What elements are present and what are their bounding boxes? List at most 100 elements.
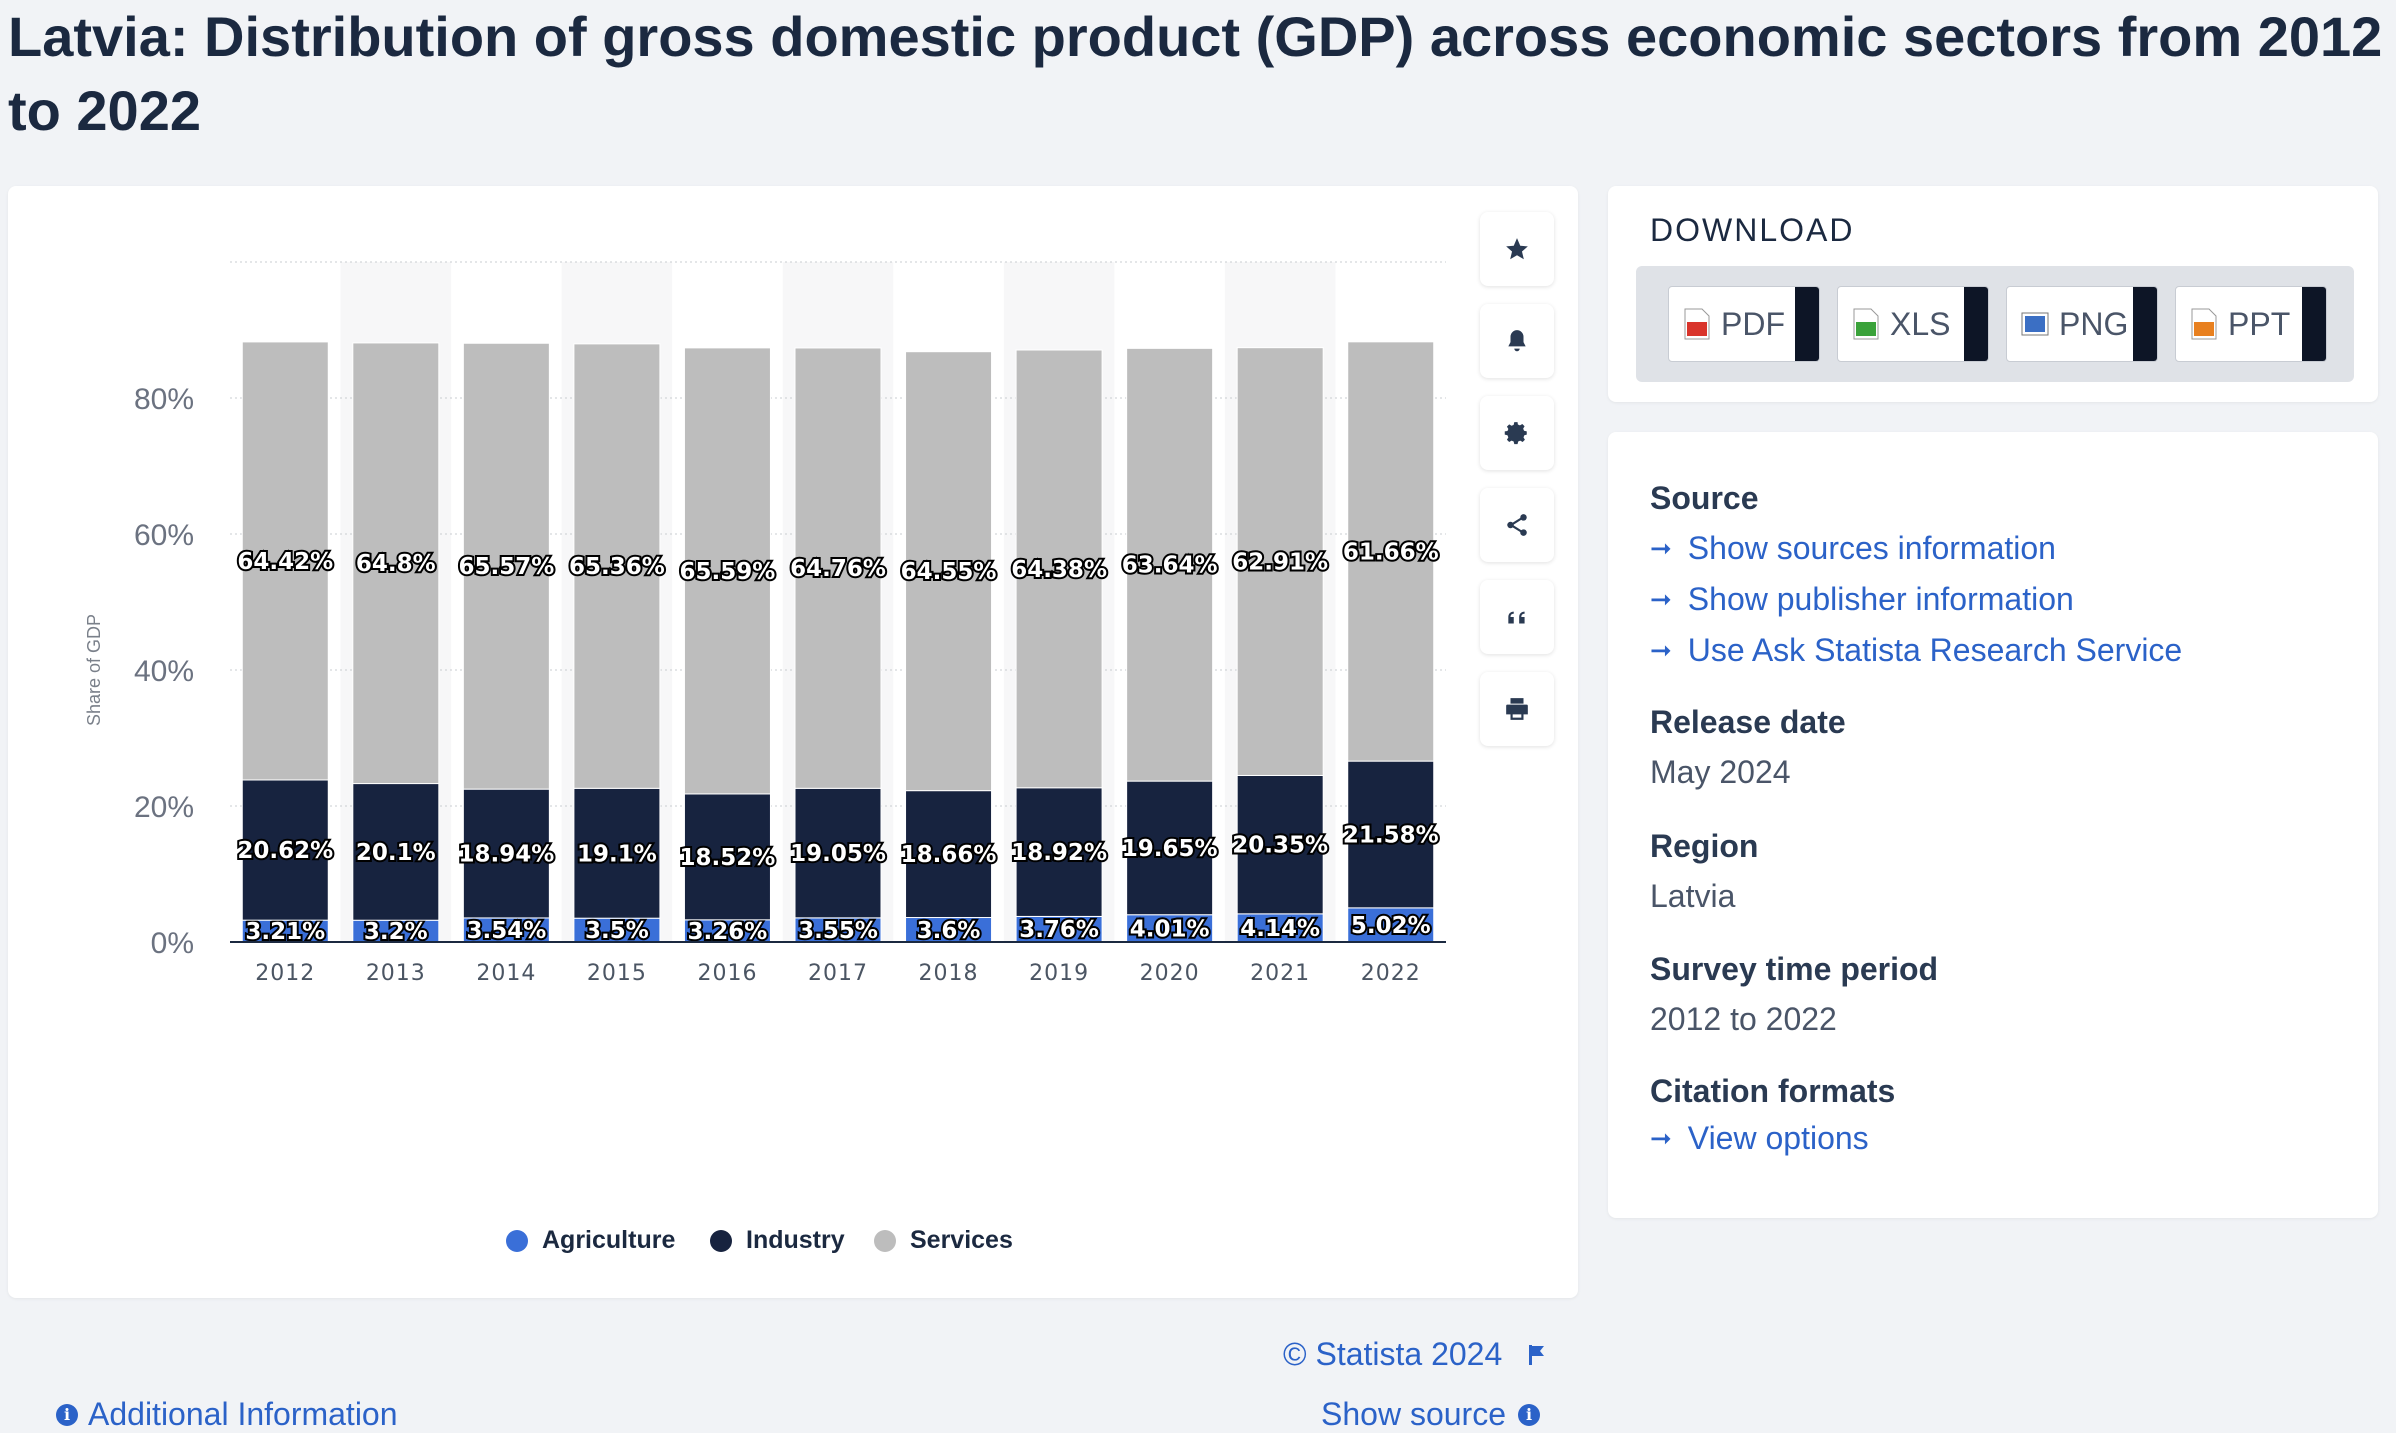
bar-industry bbox=[241, 779, 329, 921]
release-date-heading: Release date bbox=[1650, 704, 1846, 740]
show-sources-label: Show sources information bbox=[1687, 530, 2056, 566]
download-ppt-label: PPT bbox=[2228, 305, 2291, 342]
download-pdf-button[interactable]: PDF bbox=[1668, 286, 1820, 362]
data-label: 61.66% bbox=[1343, 539, 1439, 565]
xls-file-icon bbox=[1853, 308, 1879, 340]
download-pdf-label: PDF bbox=[1721, 305, 1785, 342]
data-label: 62.91% bbox=[1232, 550, 1328, 576]
region-heading: Region bbox=[1650, 828, 1759, 864]
copyright-link[interactable]: © Statista 2024 bbox=[1283, 1336, 1503, 1372]
data-label: 19.1% bbox=[577, 841, 657, 867]
show-publisher-link[interactable]: ➞ Show publisher information bbox=[1650, 581, 2074, 618]
y-axis-title: Share of GDP bbox=[84, 614, 104, 726]
x-tick-label: 2021 bbox=[1250, 961, 1310, 986]
data-label: 65.57% bbox=[458, 554, 554, 580]
chart-legend: Agriculture Industry Services bbox=[8, 1226, 1458, 1256]
favorite-button[interactable] bbox=[1480, 212, 1554, 286]
data-label: 20.1% bbox=[356, 840, 436, 866]
bar-industry bbox=[1347, 760, 1435, 909]
download-card: DOWNLOAD PDF XLS PNG PPT bbox=[1608, 186, 2378, 402]
legend-item-industry[interactable]: Industry bbox=[710, 1226, 845, 1255]
region-value: Latvia bbox=[1650, 878, 1736, 914]
data-label: 64.76% bbox=[790, 556, 886, 582]
arrow-right-icon: ➞ bbox=[1650, 635, 1672, 665]
stacked-bar-chart: 0%20%40%60%80%Share of GDP3.21%20.62%64.… bbox=[84, 261, 1446, 986]
chart-card: 0% 20% 40% 60% 80% Share of GDP 3.21% 20.62% 64.… bbox=[8, 186, 1578, 1432]
data-label: 4.14% bbox=[1240, 916, 1320, 942]
survey-period-heading: Survey time period bbox=[1650, 951, 1939, 987]
data-label: 20.62% bbox=[237, 838, 333, 864]
data-label: 19.05% bbox=[790, 841, 886, 867]
x-tick-label: 2012 bbox=[255, 961, 315, 986]
bar-services bbox=[1347, 341, 1435, 762]
print-button[interactable] bbox=[1480, 672, 1554, 746]
show-source-link[interactable]: Show source i bbox=[1321, 1396, 1540, 1433]
data-label: 18.94% bbox=[458, 842, 554, 868]
show-source-label: Show source bbox=[1321, 1396, 1506, 1432]
data-label: 4.01% bbox=[1130, 916, 1210, 942]
citation-formats-heading: Citation formats bbox=[1650, 1073, 1896, 1109]
share-icon bbox=[1507, 514, 1527, 536]
data-label: 18.66% bbox=[901, 842, 997, 868]
bar-industry bbox=[1015, 787, 1103, 917]
additional-information-label: Additional Information bbox=[88, 1396, 398, 1432]
download-png-button[interactable]: PNG bbox=[2006, 286, 2158, 362]
legend-item-agriculture[interactable]: Agriculture bbox=[506, 1226, 675, 1255]
png-file-icon bbox=[2021, 312, 2049, 336]
ask-statista-link[interactable]: ➞ Use Ask Statista Research Service bbox=[1650, 632, 2182, 669]
bar-industry bbox=[794, 787, 882, 919]
cite-button[interactable] bbox=[1480, 580, 1554, 654]
legend-label-industry: Industry bbox=[746, 1226, 845, 1254]
x-tick-label: 2018 bbox=[919, 961, 979, 986]
download-xls-button[interactable]: XLS bbox=[1837, 286, 1989, 362]
data-label: 18.92% bbox=[1011, 840, 1107, 866]
data-label: 64.55% bbox=[901, 559, 997, 585]
bar-agriculture bbox=[794, 917, 882, 943]
bar-services bbox=[1126, 347, 1214, 782]
y-tick-label: 40% bbox=[134, 655, 194, 688]
additional-information-link[interactable]: i Additional Information bbox=[56, 1396, 398, 1433]
x-tick-label: 2013 bbox=[366, 961, 426, 986]
arrow-right-icon: ➞ bbox=[1650, 584, 1672, 614]
share-button[interactable] bbox=[1480, 488, 1554, 562]
data-label: 63.64% bbox=[1122, 553, 1218, 579]
data-label: 19.65% bbox=[1122, 836, 1218, 862]
x-tick-label: 2014 bbox=[476, 961, 536, 986]
data-label: 65.59% bbox=[680, 559, 776, 585]
info-icon: i bbox=[1517, 1403, 1540, 1426]
survey-period-value: 2012 to 2022 bbox=[1650, 1001, 1837, 1037]
gear-icon bbox=[1504, 422, 1527, 445]
notification-button[interactable] bbox=[1480, 304, 1554, 378]
bar-agriculture bbox=[1126, 914, 1214, 943]
download-buttons: PDF XLS PNG PPT bbox=[1636, 266, 2354, 382]
bar-industry bbox=[1126, 780, 1214, 916]
download-xls-label: XLS bbox=[1890, 305, 1951, 342]
data-label: 20.35% bbox=[1232, 833, 1328, 859]
x-tick-label: 2022 bbox=[1361, 961, 1421, 986]
bar-industry bbox=[462, 788, 550, 919]
quote-icon bbox=[1508, 611, 1525, 624]
source-heading: Source bbox=[1650, 480, 1759, 516]
info-icon: i bbox=[56, 1403, 78, 1426]
y-tick-label: 0% bbox=[151, 927, 194, 960]
legend-item-services[interactable]: Services bbox=[874, 1226, 1013, 1255]
legend-dot-services bbox=[874, 1229, 896, 1252]
bar-industry bbox=[683, 793, 771, 921]
legend-dot-industry bbox=[710, 1229, 732, 1252]
bar-services bbox=[1015, 349, 1103, 789]
view-options-link[interactable]: ➞ View options bbox=[1650, 1120, 1869, 1157]
bar-industry bbox=[352, 783, 440, 921]
download-ppt-button[interactable]: PPT bbox=[2175, 286, 2327, 362]
show-sources-link[interactable]: ➞ Show sources information bbox=[1650, 530, 2056, 567]
page-title: Latvia: Distribution of gross domestic p… bbox=[8, 5, 2383, 142]
flag-icon[interactable] bbox=[1528, 1344, 1546, 1366]
x-tick-label: 2015 bbox=[587, 961, 647, 986]
data-label: 64.8% bbox=[356, 551, 436, 577]
settings-button[interactable] bbox=[1480, 396, 1554, 470]
x-tick-label: 2017 bbox=[808, 961, 868, 986]
download-png-label: PNG bbox=[2059, 305, 2129, 342]
bar-services bbox=[241, 341, 329, 781]
bar-agriculture bbox=[462, 917, 550, 943]
bar-services bbox=[462, 342, 550, 790]
y-tick-label: 80% bbox=[134, 383, 194, 416]
